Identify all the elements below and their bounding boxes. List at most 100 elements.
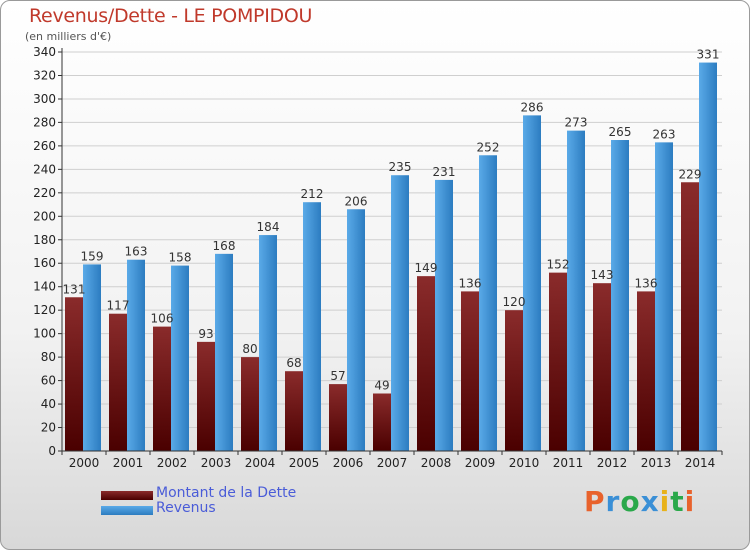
logo-letter: o bbox=[620, 485, 641, 518]
x-tick-label: 2001 bbox=[113, 456, 144, 470]
x-tick-label: 2010 bbox=[509, 456, 540, 470]
data-label-debt: 57 bbox=[330, 369, 345, 383]
logo-letter: P bbox=[584, 485, 606, 518]
x-tick-label: 2004 bbox=[245, 456, 276, 470]
data-label-revenue: 158 bbox=[169, 251, 192, 265]
bar-revenue bbox=[391, 175, 409, 451]
data-label-revenue: 212 bbox=[301, 187, 324, 201]
bar-revenue bbox=[347, 209, 365, 451]
legend-label-debt: Montant de la Dette bbox=[156, 485, 297, 501]
data-label-revenue: 331 bbox=[697, 48, 720, 62]
bar-debt bbox=[153, 326, 171, 451]
y-tick-label: 0 bbox=[48, 444, 56, 458]
x-tick-label: 2007 bbox=[377, 456, 408, 470]
bar-debt bbox=[65, 297, 83, 451]
bar-revenue bbox=[655, 142, 673, 452]
legend-swatch-revenue bbox=[101, 506, 153, 515]
bar-debt bbox=[681, 182, 699, 451]
axes: 0 20 40 60 80 100 120 140 160 180 200 220 240 260 280 3… bbox=[33, 45, 723, 470]
y-tick-label: 280 bbox=[33, 115, 56, 129]
bar-debt bbox=[241, 357, 259, 451]
y-tick-label: 160 bbox=[33, 256, 56, 270]
bar-debt bbox=[285, 371, 303, 451]
data-label-debt: 49 bbox=[374, 378, 389, 392]
data-label-debt: 229 bbox=[679, 167, 702, 181]
data-label-debt: 136 bbox=[635, 276, 658, 290]
bar-revenue bbox=[171, 265, 189, 451]
data-label-debt: 136 bbox=[459, 276, 482, 290]
logo-letter: t bbox=[670, 485, 685, 518]
bar-revenue bbox=[83, 264, 101, 451]
y-tick-label: 120 bbox=[33, 303, 56, 317]
data-label-revenue: 159 bbox=[81, 249, 104, 263]
y-tick-label: 260 bbox=[33, 139, 56, 153]
y-tick-label: 320 bbox=[33, 68, 56, 82]
x-tick-label: 2014 bbox=[685, 456, 716, 470]
bar-revenue bbox=[435, 179, 453, 451]
bar-revenue bbox=[611, 140, 629, 451]
data-label-revenue: 206 bbox=[345, 194, 368, 208]
data-label-revenue: 184 bbox=[257, 220, 280, 234]
y-tick-label: 20 bbox=[41, 421, 56, 435]
data-label-revenue: 286 bbox=[521, 100, 544, 114]
bar-debt bbox=[373, 393, 391, 451]
bar-revenue bbox=[303, 202, 321, 451]
y-tick-label: 220 bbox=[33, 186, 56, 200]
y-tick-label: 60 bbox=[41, 374, 56, 388]
bar-revenue bbox=[215, 253, 233, 451]
chart-title: Revenus/Dette - LE POMPIDOU bbox=[29, 5, 313, 27]
data-label-debt: 93 bbox=[198, 327, 213, 341]
legend-label-revenue: Revenus bbox=[156, 500, 216, 516]
logo-letter: x bbox=[640, 485, 660, 518]
bar-debt bbox=[417, 276, 435, 451]
y-tick-label: 140 bbox=[33, 280, 56, 294]
y-tick-label: 80 bbox=[41, 350, 56, 364]
data-label-debt: 131 bbox=[63, 282, 86, 296]
data-label-debt: 120 bbox=[503, 295, 526, 309]
data-label-revenue: 235 bbox=[389, 160, 412, 174]
data-label-revenue: 273 bbox=[565, 116, 588, 130]
bar-debt bbox=[637, 291, 655, 451]
bar-revenue bbox=[567, 130, 585, 451]
data-label-debt: 68 bbox=[286, 356, 301, 370]
y-tick-label: 180 bbox=[33, 233, 56, 247]
legend-swatch-debt bbox=[101, 491, 153, 500]
x-tick-label: 2011 bbox=[553, 456, 584, 470]
data-label-debt: 117 bbox=[107, 299, 130, 313]
data-label-debt: 149 bbox=[415, 261, 438, 275]
bar-revenue bbox=[259, 235, 277, 451]
proxiti-logo: Proxiti bbox=[584, 485, 695, 518]
x-tick-label: 2003 bbox=[201, 456, 232, 470]
chart-subtitle: (en milliers d'€) bbox=[25, 30, 112, 43]
logo-letter: r bbox=[605, 485, 621, 518]
data-label-revenue: 265 bbox=[609, 125, 632, 139]
x-tick-label: 2002 bbox=[157, 456, 188, 470]
x-tick-label: 2006 bbox=[333, 456, 364, 470]
y-tick-label: 200 bbox=[33, 209, 56, 223]
bar-debt bbox=[461, 291, 479, 451]
x-tick-label: 2013 bbox=[641, 456, 672, 470]
bar-revenue bbox=[523, 115, 541, 451]
x-tick-label: 2005 bbox=[289, 456, 320, 470]
data-label-debt: 80 bbox=[242, 342, 257, 356]
y-tick-label: 300 bbox=[33, 92, 56, 106]
bar-revenue bbox=[479, 155, 497, 452]
bar-debt bbox=[329, 384, 347, 451]
data-label-debt: 143 bbox=[591, 268, 614, 282]
bar-debt bbox=[197, 341, 215, 451]
bar-debt bbox=[109, 313, 127, 451]
y-tick-label: 340 bbox=[33, 45, 56, 59]
data-label-debt: 152 bbox=[547, 258, 570, 272]
bar-debt bbox=[593, 283, 611, 451]
data-label-revenue: 252 bbox=[477, 140, 500, 154]
y-tick-label: 100 bbox=[33, 327, 56, 341]
y-tick-label: 40 bbox=[41, 397, 56, 411]
x-tick-label: 2008 bbox=[421, 456, 452, 470]
x-tick-label: 2000 bbox=[69, 456, 100, 470]
data-label-debt: 106 bbox=[151, 312, 174, 326]
bar-revenue bbox=[699, 62, 717, 451]
bar-revenue bbox=[127, 259, 145, 451]
data-labels: 131 159 117 163 106 158 93 168 80 184 68 212 57 206 49… bbox=[63, 48, 720, 393]
